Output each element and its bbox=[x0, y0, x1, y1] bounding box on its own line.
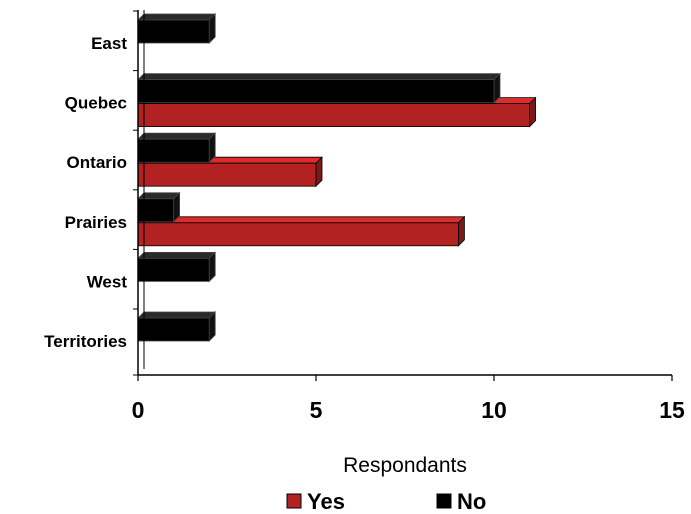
legend-label-no: No bbox=[457, 489, 486, 514]
category-label: Ontario bbox=[67, 153, 127, 172]
x-tick-label: 15 bbox=[659, 397, 685, 423]
x-tick-label: 10 bbox=[481, 397, 507, 423]
x-tick-label: 5 bbox=[310, 397, 323, 423]
legend: Yes No bbox=[286, 489, 486, 514]
bar-no-territories bbox=[137, 311, 217, 342]
x-tick-labels: 0 5 10 15 bbox=[132, 375, 685, 423]
category-label: Territories bbox=[44, 332, 127, 351]
category-label: East bbox=[91, 34, 127, 53]
x-axis-title: Respondants bbox=[343, 454, 467, 477]
bar-no-quebec bbox=[137, 72, 501, 104]
axes-layer bbox=[137, 10, 672, 376]
legend-swatch-yes bbox=[286, 493, 302, 509]
bar-no-prairies bbox=[137, 191, 181, 223]
x-tick-label: 0 bbox=[132, 397, 145, 423]
legend-swatch-no bbox=[436, 493, 452, 509]
bars-layer bbox=[137, 13, 537, 342]
category-label: West bbox=[87, 272, 128, 291]
category-label: Quebec bbox=[65, 94, 127, 113]
bar-yes-prairies bbox=[137, 215, 466, 247]
category-labels: East Quebec Ontario Prairies West Territories bbox=[44, 10, 138, 376]
legend-label-yes: Yes bbox=[307, 489, 345, 514]
bar-no-west bbox=[137, 251, 217, 283]
bar-no-ontario bbox=[137, 132, 217, 164]
bar-no-east bbox=[137, 13, 217, 44]
category-label: Prairies bbox=[65, 213, 127, 232]
